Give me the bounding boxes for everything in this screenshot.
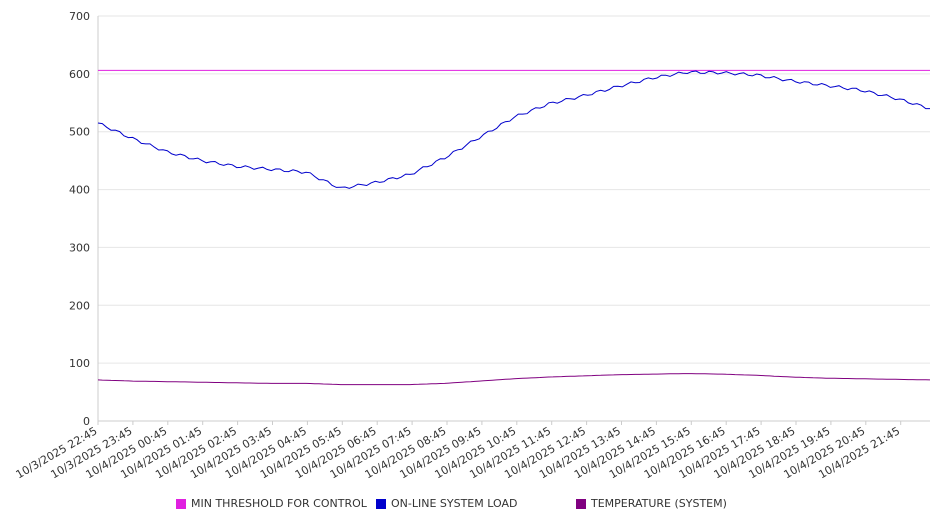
- y-tick-label: 400: [69, 184, 90, 197]
- y-tick-label: 100: [69, 357, 90, 370]
- grid-lines: [98, 15, 930, 422]
- legend-label-temperature: TEMPERATURE (SYSTEM): [591, 497, 727, 510]
- y-tick-label: 200: [69, 299, 90, 312]
- y-tick-label: 0: [83, 415, 90, 428]
- legend-item-system-load[interactable]: ON-LINE SYSTEM LOAD: [376, 497, 517, 510]
- legend-label-min-threshold: MIN THRESHOLD FOR CONTROL: [191, 497, 367, 510]
- legend-item-min-threshold[interactable]: MIN THRESHOLD FOR CONTROL: [176, 497, 367, 510]
- y-axis-ticks: 0 100 200 300 400 500 600 700: [69, 10, 90, 428]
- legend-swatch-min-threshold: [176, 498, 186, 509]
- series-line-1: [97, 70, 930, 189]
- y-tick-label: 500: [69, 126, 90, 139]
- y-tick-label: 600: [69, 68, 90, 81]
- legend: MIN THRESHOLD FOR CONTROL ON-LINE SYSTEM…: [0, 497, 946, 515]
- axes: [97, 16, 930, 422]
- y-tick-label: 700: [69, 10, 90, 23]
- series-line-2: [97, 373, 931, 386]
- legend-swatch-temperature: [576, 498, 586, 509]
- legend-label-system-load: ON-LINE SYSTEM LOAD: [391, 497, 518, 510]
- series-lines: [97, 69, 931, 386]
- legend-swatch-system-load: [376, 498, 386, 509]
- y-tick-label: 300: [69, 241, 90, 254]
- legend-item-temperature[interactable]: TEMPERATURE (SYSTEM): [576, 497, 727, 510]
